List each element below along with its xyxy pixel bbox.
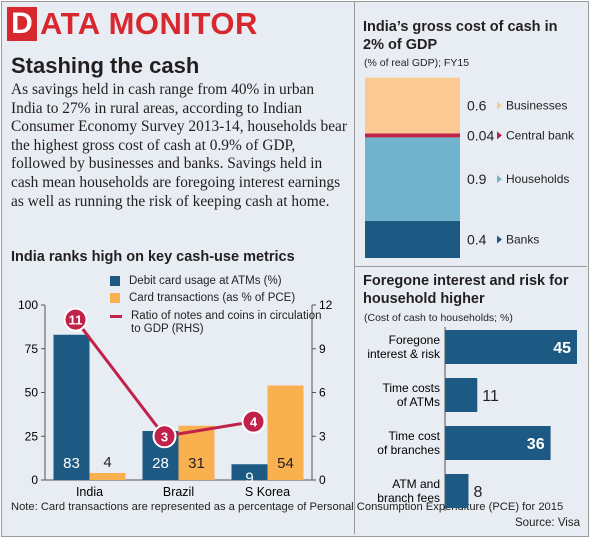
hbar-category-label: of branches — [377, 443, 440, 457]
chart3-subtitle: (Cost of cash to households; %) — [364, 312, 513, 324]
legend-ratio-notes: Ratio of notes and coins in circulation … — [110, 310, 325, 336]
segment-value-label: 0.4 — [467, 231, 487, 247]
bar-debit-card — [53, 334, 90, 480]
x-tick-label: Brazil — [163, 485, 194, 499]
y-tick-label: 50 — [25, 386, 39, 400]
segment-value-label: 0.9 — [467, 171, 487, 187]
line-point — [152, 424, 177, 449]
segment-name-label: Businesses — [506, 99, 567, 113]
line-point — [241, 409, 266, 434]
source-note: Source: Visa — [515, 517, 580, 529]
column-divider — [354, 2, 355, 534]
bar-card-transactions — [267, 385, 304, 480]
stack-segment — [365, 77, 460, 134]
segment-pointer-icon — [497, 101, 502, 110]
x-tick-label: S Korea — [245, 485, 290, 499]
bar-value-label: 4 — [103, 454, 111, 471]
chart2-plot: 0.4 Banks 0.9 Households 0.04 Central bank 0.6… — [365, 77, 575, 258]
y-tick-label: 100 — [18, 298, 38, 312]
brand-logo: D ATA MONITOR — [7, 6, 258, 42]
line-point-label: 3 — [161, 429, 168, 444]
brand-initial: D — [7, 7, 37, 41]
y2-tick-label: 3 — [319, 429, 326, 443]
hbar-category-label: Time cost — [388, 429, 440, 443]
bar-debit-card — [231, 464, 268, 480]
chart2-title: India’s gross cost of cash in 2% of GDP — [363, 19, 558, 53]
y-tick-label: 0 — [31, 473, 38, 487]
y2-tick-label: 0 — [319, 473, 326, 487]
bar-value-label: 83 — [63, 455, 80, 472]
legend-debit-card: Debit card usage at ATMs (%) — [110, 275, 282, 288]
y-tick-label: 25 — [25, 429, 39, 443]
brand-name: ATA MONITOR — [40, 6, 258, 41]
hbar — [445, 426, 551, 460]
bar-value-label: 31 — [188, 455, 205, 472]
stack-segment — [365, 220, 460, 258]
legend-swatch-navy — [110, 276, 120, 286]
hbar-category-label: of ATMs — [397, 395, 440, 409]
bar-value-label: 9 — [245, 469, 253, 486]
segment-value-label: 0.04 — [467, 127, 494, 143]
hbar-value-label: 8 — [473, 484, 482, 501]
hbar — [445, 330, 577, 364]
stack-segment — [365, 137, 460, 221]
legend-swatch-orange — [110, 293, 120, 303]
chart3-title: Foregone interest and risk for household… — [363, 273, 569, 307]
line-point-label: 11 — [69, 313, 83, 328]
hbar-category-label: ATM and — [392, 477, 440, 491]
hbar-category-label: branch fees — [377, 491, 440, 505]
hbar-category-label: Foregone — [389, 333, 441, 347]
line-point-label: 4 — [250, 415, 258, 430]
legend-label: Card transactions (as % of PCE) — [129, 292, 296, 304]
legend-swatch-line — [110, 315, 122, 318]
bar-card-transactions — [178, 425, 215, 480]
series-line-ratio — [74, 318, 254, 438]
hbar-value-label: 36 — [527, 436, 545, 453]
y-tick-label: 75 — [25, 342, 39, 356]
stack-segment — [365, 133, 460, 138]
hbar-value-label: 45 — [553, 340, 571, 357]
bar-value-label: 54 — [277, 455, 294, 472]
headline: Stashing the cash — [11, 53, 200, 78]
hbar-category-label: Time costs — [382, 381, 440, 395]
line-point — [63, 307, 88, 332]
y2-tick-label: 12 — [319, 298, 333, 312]
hbar-value-label: 11 — [482, 388, 499, 405]
bar-value-label: 28 — [152, 455, 169, 472]
hbar — [445, 378, 478, 412]
segment-value-label: 0.6 — [467, 98, 487, 114]
chart1-note: Note: Card transactions are represented … — [11, 501, 564, 513]
chart2-subtitle: (% of real GDP); FY15 — [364, 57, 470, 69]
segment-name-label: Households — [506, 172, 569, 186]
segment-pointer-icon — [497, 131, 502, 140]
y2-tick-label: 6 — [319, 386, 326, 400]
legend-label: Debit card usage at ATMs (%) — [129, 275, 282, 287]
segment-pointer-icon — [497, 235, 502, 244]
hbar-category-label: interest & risk — [367, 347, 441, 361]
legend-label: Ratio of notes and coins in circulation … — [131, 310, 322, 335]
segment-pointer-icon — [497, 175, 502, 184]
y2-tick-label: 9 — [319, 342, 326, 356]
panel-divider — [355, 266, 587, 267]
hbar — [445, 474, 469, 508]
legend-card-transactions: Card transactions (as % of PCE) — [110, 292, 295, 305]
segment-name-label: Central bank — [506, 128, 575, 142]
article-body: As savings held in cash range from 40% i… — [11, 81, 347, 210]
chart1-title: India ranks high on key cash-use metrics — [11, 249, 295, 265]
x-tick-label: India — [76, 485, 103, 499]
segment-name-label: Banks — [506, 232, 539, 246]
bar-card-transactions — [89, 473, 126, 480]
